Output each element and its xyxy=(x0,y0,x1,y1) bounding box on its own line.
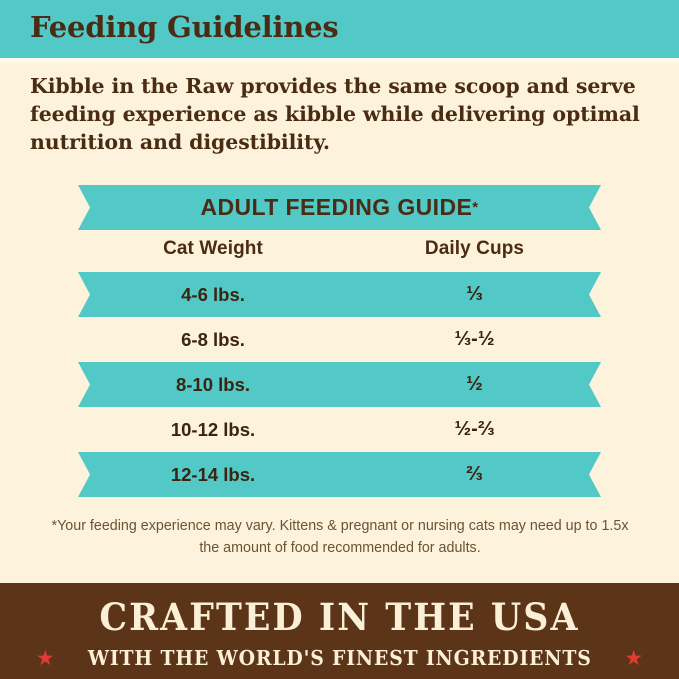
table-row: 4-6 lbs. ⅓ xyxy=(0,272,679,317)
table-row: 6-8 lbs. ⅓-½ xyxy=(0,317,679,362)
cell-daily-cups: ½-⅔ xyxy=(454,418,495,440)
row-ribbon-background xyxy=(78,452,601,497)
row-ribbon-background xyxy=(78,362,601,407)
cell-daily-cups: ⅓-½ xyxy=(454,328,495,350)
crafted-in-usa-banner: CRAFTED IN THE USA ★ WITH THE WORLD'S FI… xyxy=(0,583,679,679)
table-column-headers: Cat Weight Daily Cups xyxy=(78,238,601,264)
table-row: 8-10 lbs. ½ xyxy=(0,362,679,407)
cell-daily-cups: ⅔ xyxy=(466,463,483,485)
adult-feeding-guide-text: ADULT FEEDING GUIDE xyxy=(200,194,473,220)
table-row: 10-12 lbs. ½-⅔ xyxy=(0,407,679,452)
column-header-daily-cups: Daily Cups xyxy=(424,238,525,259)
crafted-in-usa-subtitle-row: ★ WITH THE WORLD'S FINEST INGREDIENTS ★ xyxy=(0,646,679,670)
star-icon-left: ★ xyxy=(35,646,55,670)
row-ribbon-background xyxy=(78,272,601,317)
cell-daily-cups: ½ xyxy=(466,373,483,395)
page-title: Feeding Guidelines xyxy=(30,10,339,44)
cell-daily-cups: ⅓ xyxy=(466,283,483,305)
crafted-in-usa-title: CRAFTED IN THE USA xyxy=(99,595,580,639)
star-icon-right: ★ xyxy=(624,646,644,670)
crafted-in-usa-subtitle: WITH THE WORLD'S FINEST INGREDIENTS xyxy=(87,646,592,670)
cell-cat-weight: 6-8 lbs. xyxy=(181,328,245,350)
cell-cat-weight: 4-6 lbs. xyxy=(181,283,245,305)
column-header-cat-weight: Cat Weight xyxy=(163,238,263,259)
cell-cat-weight: 8-10 lbs. xyxy=(175,373,251,395)
feeding-footnote: *Your feeding experience may vary. Kitte… xyxy=(51,518,629,556)
intro-paragraph: Kibble in the Raw provides the same scoo… xyxy=(30,74,640,154)
adult-feeding-guide-ribbon xyxy=(78,185,601,230)
header-seam-divider xyxy=(0,58,679,63)
table-row: 12-14 lbs. ⅔ xyxy=(0,452,679,497)
cell-cat-weight: 12-14 lbs. xyxy=(170,463,256,485)
adult-feeding-guide-title: ADULT FEEDING GUIDE * xyxy=(200,194,479,220)
cell-cat-weight: 10-12 lbs. xyxy=(170,418,256,440)
header-band: Feeding Guidelines xyxy=(0,0,679,58)
feeding-table: 4-6 lbs. ⅓ 6-8 lbs. ⅓-½ 8-10 lbs. ½ 10-1… xyxy=(0,272,679,497)
